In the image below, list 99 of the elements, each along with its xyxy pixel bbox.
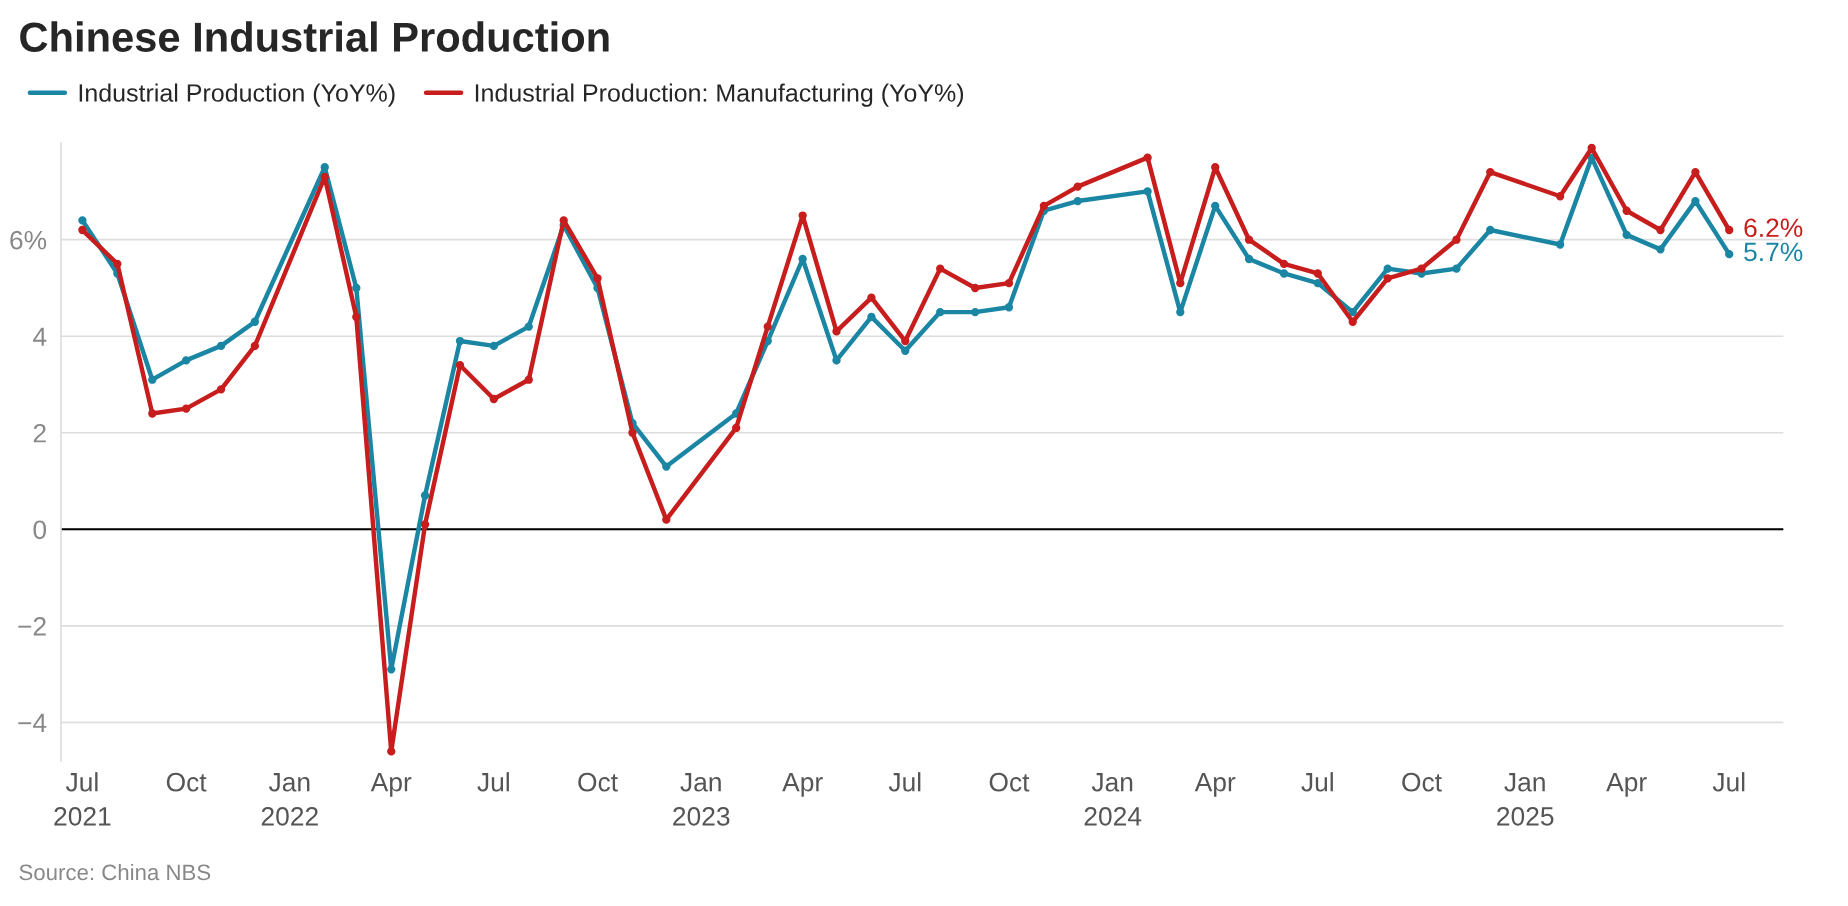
point <box>970 307 980 317</box>
x-tick-label: Jul 2021 <box>54 772 111 826</box>
point <box>1725 250 1734 259</box>
point <box>1622 230 1631 240</box>
point <box>1073 196 1082 206</box>
point <box>1555 192 1565 201</box>
point <box>78 216 87 225</box>
point <box>1417 264 1426 273</box>
point <box>148 409 157 418</box>
x-tick-label: Jan 2023 <box>673 773 730 826</box>
point <box>320 172 329 182</box>
point <box>250 341 260 351</box>
point <box>593 274 602 283</box>
point <box>732 423 741 433</box>
point <box>1004 303 1014 312</box>
point <box>970 283 980 293</box>
point <box>936 264 945 273</box>
y-tick-label: 2 <box>33 423 46 443</box>
point <box>1143 153 1152 162</box>
x-tick-label: Apr <box>1194 773 1236 797</box>
point <box>1725 225 1734 235</box>
point <box>216 341 226 351</box>
point <box>867 312 876 322</box>
point <box>1279 269 1289 278</box>
point <box>524 322 533 331</box>
point <box>1452 235 1461 244</box>
point <box>148 375 157 384</box>
legend-label: Industrial Production (YoY%) <box>79 83 395 107</box>
point <box>1313 278 1322 288</box>
point <box>1383 264 1392 273</box>
x-tick-label: Jul <box>888 772 921 792</box>
point <box>489 394 498 404</box>
point <box>1383 274 1392 283</box>
point <box>420 491 430 500</box>
x-tick-label: Apr <box>782 773 823 797</box>
point <box>901 346 910 355</box>
point <box>1348 307 1357 317</box>
y-tick-label: 4 <box>33 327 47 346</box>
point <box>1244 235 1254 244</box>
point <box>628 428 637 437</box>
x-tick-label: Apr <box>370 773 412 797</box>
point <box>1279 259 1289 268</box>
x-tick-label: Oct <box>166 772 207 792</box>
point <box>387 747 396 756</box>
y-tick-label: 6% <box>10 230 47 250</box>
point <box>662 462 671 471</box>
point <box>832 356 841 365</box>
x-tick-label: Jul <box>477 772 509 792</box>
point <box>1622 206 1631 215</box>
point <box>320 163 329 172</box>
point <box>455 336 465 346</box>
point <box>936 307 945 317</box>
point <box>1656 245 1665 254</box>
y-tick-label: −4 <box>18 713 47 732</box>
point <box>832 327 841 336</box>
point <box>250 317 260 326</box>
point <box>1004 278 1014 288</box>
point <box>489 341 498 351</box>
legend-label: Industrial Production: Manufacturing (YoY%) <box>475 83 964 107</box>
x-tick-label: Oct <box>1402 772 1442 792</box>
x-tick-label: Jul <box>1712 772 1745 792</box>
x-tick-label: Jan 2022 <box>261 773 318 826</box>
point <box>78 225 87 235</box>
point <box>798 211 807 220</box>
point <box>1073 182 1082 191</box>
x-tick-label: Oct <box>578 772 618 792</box>
y-tick-label: 0 <box>33 520 47 540</box>
point <box>1244 254 1254 264</box>
point <box>181 404 191 413</box>
x-tick-label: Jan 2025 <box>1497 773 1554 826</box>
point <box>1143 187 1152 196</box>
point <box>352 283 361 293</box>
point <box>181 356 191 365</box>
point <box>559 216 568 225</box>
x-tick-label: Jul <box>1301 772 1333 792</box>
point <box>1039 201 1049 211</box>
data-label: 6.2% <box>1744 218 1803 238</box>
point <box>1656 225 1665 235</box>
x-tick-label: Oct <box>989 772 1030 792</box>
x-tick-label: Apr <box>1606 773 1647 797</box>
point <box>1452 264 1461 273</box>
point <box>352 312 361 322</box>
point <box>387 665 396 674</box>
point <box>524 375 533 384</box>
point <box>1555 240 1565 249</box>
point <box>216 385 226 394</box>
point <box>113 259 122 268</box>
data-label: 5.7% <box>1744 242 1803 262</box>
point <box>763 322 772 331</box>
source-note: Source: China NBS <box>19 863 211 881</box>
point <box>1348 317 1357 326</box>
y-tick-label: −2 <box>18 617 46 636</box>
point <box>867 293 876 302</box>
point <box>1313 269 1322 278</box>
point <box>1486 225 1495 235</box>
point <box>420 520 430 529</box>
chart-title: Chinese Industrial Production <box>20 21 609 52</box>
point <box>1486 167 1495 177</box>
x-tick-label: Jan 2024 <box>1084 773 1142 826</box>
